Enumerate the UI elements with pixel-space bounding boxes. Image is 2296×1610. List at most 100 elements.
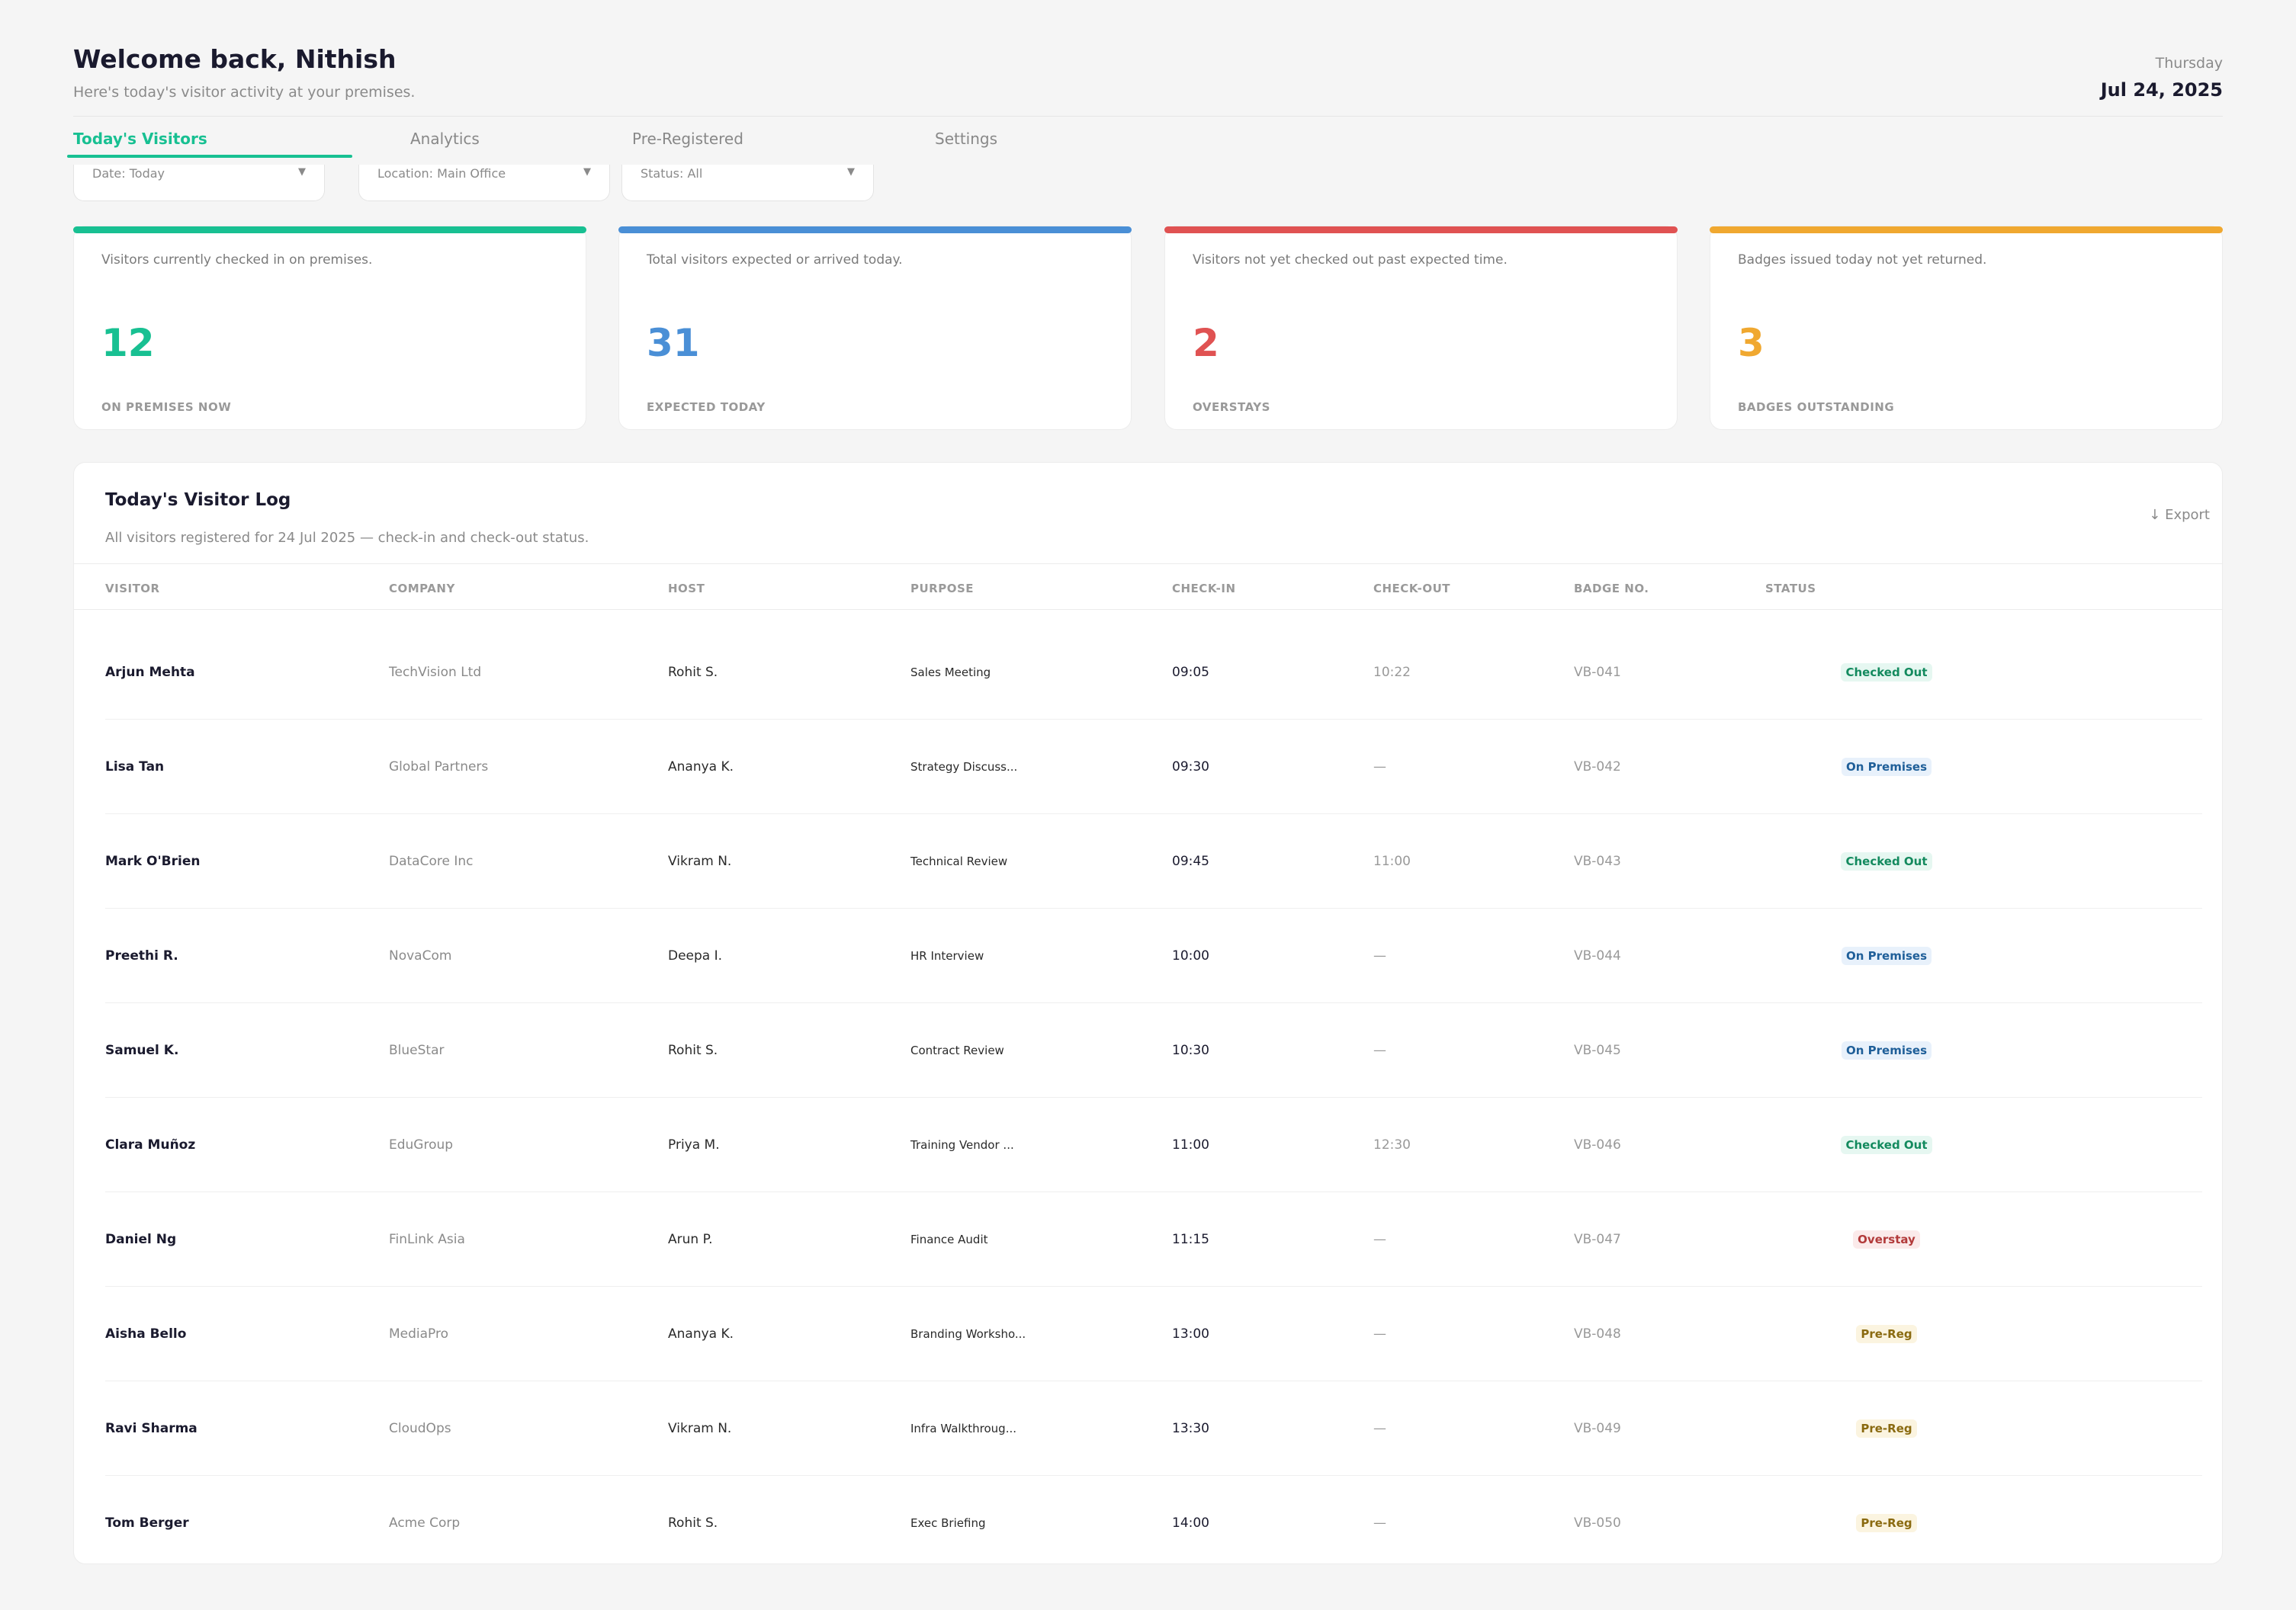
date-filter-dropdown[interactable]: Date: Today ▼ xyxy=(73,165,325,201)
visitor-name: Lisa Tan xyxy=(105,759,165,775)
table-row[interactable]: Aisha Bello MediaPro Ananya K. Branding Wor… xyxy=(105,1287,2202,1381)
check-in-time: 13:30 xyxy=(1172,1421,1209,1436)
table-row[interactable]: Tom Berger Acme Corp Rohit S. Exec Briefing… xyxy=(105,1476,2202,1570)
badge-number: VB-042 xyxy=(1574,759,1621,775)
table-row[interactable]: Arjun Mehta TechVision Ltd Rohit S. Sales M… xyxy=(105,625,2202,720)
visit-purpose: Strategy Discuss... xyxy=(910,760,1018,774)
badge-number: VB-041 xyxy=(1574,665,1621,680)
badge-number: VB-047 xyxy=(1574,1232,1621,1247)
column-header-company: COMPANY xyxy=(389,582,455,595)
status-badge: On Premises xyxy=(1841,1041,1932,1060)
tab-todays-visitors[interactable]: Today's Visitors xyxy=(73,130,207,148)
tab-pre-registered[interactable]: Pre-Registered xyxy=(632,130,743,148)
visitor-log-subtitle: All visitors registered for 24 Jul 2025 … xyxy=(105,530,589,546)
status-cell: Checked Out xyxy=(1810,1136,1963,1154)
row-divider xyxy=(105,1002,2202,1003)
visitor-name: Aisha Bello xyxy=(105,1326,187,1342)
host-name: Deepa I. xyxy=(668,948,723,964)
stat-caption: EXPECTED TODAY xyxy=(647,400,766,414)
location-filter-dropdown[interactable]: Location: Main Office ▼ xyxy=(358,165,610,201)
stat-description: Total visitors expected or arrived today… xyxy=(647,252,903,268)
table-row[interactable]: Daniel Ng FinLink Asia Arun P. Finance Audi… xyxy=(105,1192,2202,1287)
status-cell: On Premises xyxy=(1810,947,1963,965)
check-out-time: 12:30 xyxy=(1373,1137,1411,1153)
page-subtitle: Here's today's visitor activity at your … xyxy=(73,84,416,101)
export-button[interactable]: ↓ Export xyxy=(2149,507,2210,523)
badge-number: VB-045 xyxy=(1574,1043,1621,1058)
column-header-visitor: VISITOR xyxy=(105,582,160,595)
panel-divider xyxy=(74,563,2222,564)
check-out-time: — xyxy=(1373,1326,1386,1342)
status-badge: Checked Out xyxy=(1841,1136,1932,1154)
card-accent-bar xyxy=(73,226,586,233)
column-header-badge-no: BADGE NO. xyxy=(1574,582,1649,595)
check-in-time: 11:15 xyxy=(1172,1232,1209,1247)
host-name: Priya M. xyxy=(668,1137,720,1153)
stat-card-on-premises: Visitors currently checked in on premise… xyxy=(73,226,586,430)
stat-description: Badges issued today not yet returned. xyxy=(1738,252,1987,268)
host-name: Ananya K. xyxy=(668,1326,734,1342)
stat-card-badges-outstanding: Badges issued today not yet returned. 3 … xyxy=(1710,226,2223,430)
check-out-time: — xyxy=(1373,948,1386,964)
company-name: CloudOps xyxy=(389,1421,451,1436)
stat-caption: ON PREMISES NOW xyxy=(101,400,232,414)
status-badge: On Premises xyxy=(1841,947,1932,965)
card-accent-bar xyxy=(618,226,1132,233)
check-in-time: 13:00 xyxy=(1172,1326,1209,1342)
card-accent-bar xyxy=(1710,226,2223,233)
visit-purpose: Technical Review xyxy=(910,855,1008,868)
weekday-label: Thursday xyxy=(2155,55,2223,72)
chevron-down-icon: ▼ xyxy=(847,166,855,178)
status-cell: On Premises xyxy=(1810,758,1963,776)
visit-purpose: HR Interview xyxy=(910,949,984,963)
status-filter-dropdown[interactable]: Status: All ▼ xyxy=(621,165,874,201)
visit-purpose: Finance Audit xyxy=(910,1233,988,1246)
company-name: NovaCom xyxy=(389,948,452,964)
table-row[interactable]: Preethi R. NovaCom Deepa I. HR Interview 10:… xyxy=(105,909,2202,1003)
check-in-time: 10:00 xyxy=(1172,948,1209,964)
status-cell: Pre-Reg xyxy=(1810,1325,1963,1343)
badge-number: VB-046 xyxy=(1574,1137,1621,1153)
column-header-purpose: PURPOSE xyxy=(910,582,975,595)
tab-settings[interactable]: Settings xyxy=(935,130,998,148)
stat-card-expected-today: Total visitors expected or arrived today… xyxy=(618,226,1132,430)
host-name: Ananya K. xyxy=(668,759,734,775)
visit-purpose: Exec Briefing xyxy=(910,1516,986,1530)
status-cell: Overstay xyxy=(1810,1230,1963,1249)
status-cell: On Premises xyxy=(1810,1041,1963,1060)
row-divider xyxy=(105,1097,2202,1098)
visitor-name: Preethi R. xyxy=(105,948,178,964)
check-in-time: 09:45 xyxy=(1172,854,1209,869)
visit-purpose: Infra Walkthroug... xyxy=(910,1422,1016,1435)
check-out-time: — xyxy=(1373,1515,1386,1531)
table-header-divider xyxy=(74,609,2222,610)
stat-card-overstays: Visitors not yet checked out past expect… xyxy=(1164,226,1678,430)
check-out-time: — xyxy=(1373,759,1386,775)
tab-analytics[interactable]: Analytics xyxy=(410,130,480,148)
stat-description: Visitors not yet checked out past expect… xyxy=(1193,252,1508,268)
table-row[interactable]: Mark O'Brien DataCore Inc Vikram N. Technic… xyxy=(105,814,2202,909)
status-badge: Pre-Reg xyxy=(1856,1514,1917,1532)
visit-purpose: Contract Review xyxy=(910,1044,1004,1057)
table-row[interactable]: Ravi Sharma CloudOps Vikram N. Infra Walkth… xyxy=(105,1381,2202,1476)
visit-purpose: Training Vendor ... xyxy=(910,1138,1014,1152)
check-out-time: — xyxy=(1373,1232,1386,1247)
stat-value: 12 xyxy=(101,321,155,365)
status-badge: Overstay xyxy=(1853,1230,1920,1249)
table-row[interactable]: Clara Muñoz EduGroup Priya M. Training Vend… xyxy=(105,1098,2202,1192)
company-name: BlueStar xyxy=(389,1043,445,1058)
status-cell: Checked Out xyxy=(1810,852,1963,871)
visitor-name: Samuel K. xyxy=(105,1043,179,1058)
table-row[interactable]: Samuel K. BlueStar Rohit S. Contract Review… xyxy=(105,1003,2202,1098)
check-in-time: 09:30 xyxy=(1172,759,1209,775)
table-row[interactable]: Lisa Tan Global Partners Ananya K. Strategy… xyxy=(105,720,2202,814)
row-divider xyxy=(105,908,2202,909)
visitor-name: Daniel Ng xyxy=(105,1232,177,1247)
row-divider xyxy=(105,813,2202,814)
visit-purpose: Sales Meeting xyxy=(910,665,991,679)
chevron-down-icon: ▼ xyxy=(298,166,306,178)
stat-value: 31 xyxy=(647,321,700,365)
visit-purpose: Branding Worksho... xyxy=(910,1327,1026,1341)
status-badge: Checked Out xyxy=(1841,663,1932,682)
check-out-time: 10:22 xyxy=(1373,665,1411,680)
